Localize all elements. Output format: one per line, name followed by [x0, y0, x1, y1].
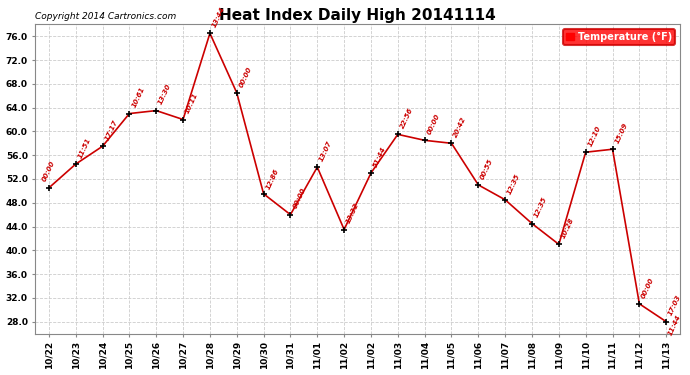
Text: 51:44: 51:44	[373, 146, 387, 168]
Text: 15:09: 15:09	[614, 122, 629, 144]
Text: Copyright 2014 Cartronics.com: Copyright 2014 Cartronics.com	[35, 12, 177, 21]
Title: Heat Index Daily High 20141114: Heat Index Daily High 20141114	[219, 8, 496, 23]
Text: 13:07: 13:07	[319, 140, 333, 162]
Text: 11:51: 11:51	[77, 136, 92, 159]
Text: 12:10: 12:10	[587, 125, 602, 147]
Legend: Temperature (°F): Temperature (°F)	[563, 29, 675, 45]
Text: 22:56: 22:56	[399, 107, 414, 130]
Text: 20:42: 20:42	[453, 116, 468, 138]
Text: 00:00: 00:00	[41, 159, 56, 182]
Text: 00:55: 00:55	[480, 158, 495, 180]
Text: 10:11: 10:11	[184, 92, 199, 115]
Text: 12:86: 12:86	[265, 168, 279, 191]
Text: 00:00: 00:00	[426, 113, 441, 135]
Text: 10:28: 10:28	[560, 217, 575, 240]
Text: 13:30: 13:30	[157, 83, 172, 106]
Text: 17:03: 17:03	[667, 294, 682, 317]
Text: 11:44: 11:44	[667, 314, 682, 336]
Text: 10:61: 10:61	[130, 86, 146, 109]
Text: 00:00: 00:00	[292, 187, 306, 210]
Text: 12:35: 12:35	[533, 196, 548, 219]
Text: 00:00: 00:00	[238, 65, 253, 88]
Text: 13:44: 13:44	[211, 6, 226, 28]
Text: 00:00: 00:00	[641, 276, 655, 299]
Text: 13:32: 13:32	[346, 202, 360, 225]
Text: 12:35: 12:35	[506, 172, 522, 195]
Text: 17:17: 17:17	[104, 119, 119, 141]
